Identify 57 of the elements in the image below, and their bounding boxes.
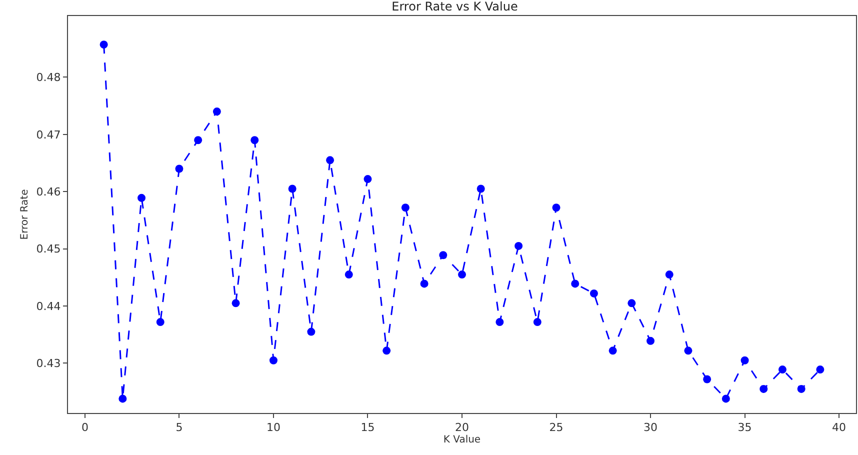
x-tick-label: 5 xyxy=(176,421,183,434)
point xyxy=(476,184,485,193)
x-tick-label: 35 xyxy=(738,421,752,434)
point xyxy=(232,299,240,308)
x-tick-label: 0 xyxy=(81,421,88,434)
point xyxy=(420,280,428,288)
point xyxy=(326,156,334,164)
chart-title: Error Rate vs K Value xyxy=(392,0,518,14)
point xyxy=(514,242,523,250)
x-tick-label: 30 xyxy=(644,421,658,434)
point xyxy=(646,336,655,345)
x-axis-title: K Value xyxy=(443,434,481,446)
point xyxy=(552,204,560,212)
point xyxy=(364,175,372,184)
point xyxy=(439,251,448,260)
point xyxy=(250,136,259,144)
point xyxy=(288,184,296,193)
point xyxy=(628,299,636,308)
y-tick-label: 0.47 xyxy=(36,128,61,142)
point xyxy=(778,366,786,374)
y-tick-label: 0.48 xyxy=(36,71,61,84)
point xyxy=(740,356,749,364)
y-tick-label: 0.45 xyxy=(36,242,61,256)
point xyxy=(684,346,692,355)
point xyxy=(722,394,730,403)
y-tick-label: 0.43 xyxy=(36,357,61,370)
point xyxy=(608,346,617,355)
point xyxy=(118,394,127,403)
point xyxy=(138,194,146,202)
point xyxy=(401,204,410,212)
point xyxy=(571,280,580,288)
point xyxy=(307,328,316,336)
point xyxy=(269,356,278,364)
x-tick-label: 40 xyxy=(832,421,846,434)
point xyxy=(533,318,542,326)
x-tick-label: 10 xyxy=(266,421,280,434)
point xyxy=(175,164,184,173)
point xyxy=(458,270,466,279)
x-tick-label: 20 xyxy=(455,421,469,434)
x-tick-label: 25 xyxy=(549,421,564,434)
point xyxy=(703,375,712,384)
y-tick-label: 0.44 xyxy=(36,300,61,313)
point xyxy=(590,289,598,298)
point xyxy=(156,318,164,326)
y-axis-title: Error Rate xyxy=(19,189,30,240)
point xyxy=(194,136,202,144)
point xyxy=(816,366,824,374)
y-tick-label: 0.46 xyxy=(36,185,61,198)
point xyxy=(496,318,504,326)
x-tick-label: 15 xyxy=(360,421,375,434)
point xyxy=(760,384,768,393)
point xyxy=(100,40,108,49)
point xyxy=(344,270,353,279)
point xyxy=(382,346,391,355)
point xyxy=(665,270,674,279)
point xyxy=(797,384,806,393)
point xyxy=(212,108,221,116)
